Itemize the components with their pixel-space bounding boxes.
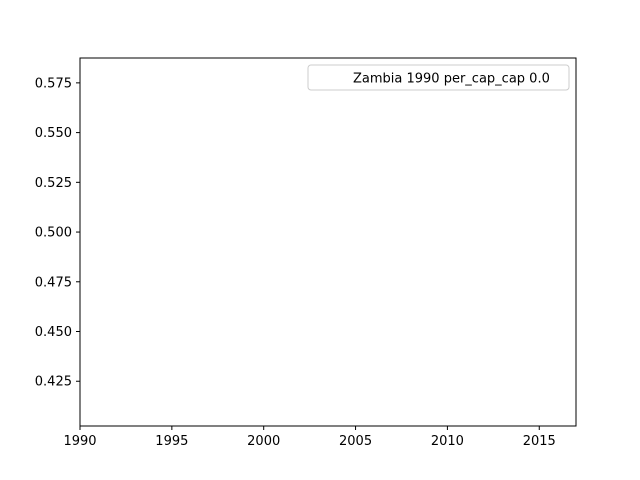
x-tick-label: 2010 [431, 434, 464, 449]
axes-frame [79, 57, 577, 427]
y-axis: 0.425 0.450 0.475 0.500 0.525 0.550 0.575 [35, 76, 80, 390]
x-tick-label: 2000 [247, 434, 280, 449]
x-tick-label: 1990 [63, 434, 96, 449]
y-tick-label: 0.550 [35, 126, 72, 141]
legend-label: Zambia 1990 per_cap_cap 0.0 [353, 72, 550, 87]
y-tick-label: 0.575 [35, 76, 72, 91]
legend-box [307, 64, 570, 91]
x-tick-label: 2015 [523, 434, 556, 449]
y-tick-label: 0.525 [35, 176, 72, 191]
plot-area [79, 57, 577, 427]
x-tick-label: 1995 [155, 434, 188, 449]
y-tick-label: 0.475 [35, 275, 72, 290]
x-axis: 1990 1995 2000 2005 2010 2015 [63, 426, 556, 449]
x-tick-label: 2005 [339, 434, 372, 449]
y-tick-label: 0.500 [35, 226, 72, 241]
y-tick-label: 0.450 [35, 325, 72, 340]
y-tick-label: 0.425 [35, 375, 72, 390]
legend: Zambia 1990 per_cap_cap 0.0 [307, 64, 570, 91]
